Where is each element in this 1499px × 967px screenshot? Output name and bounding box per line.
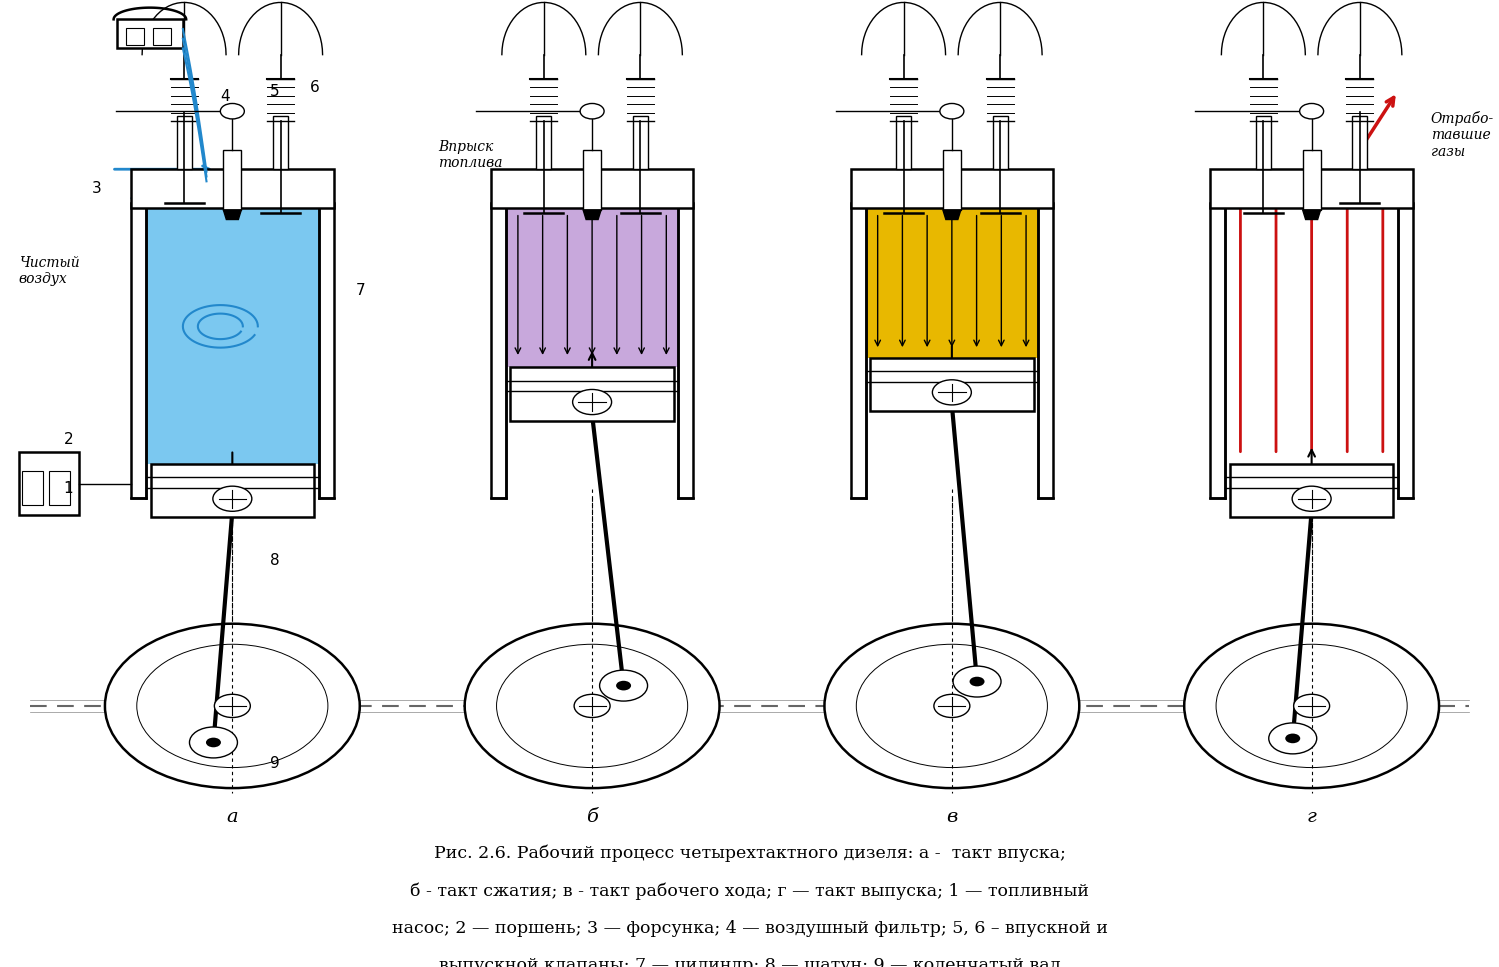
- Circle shape: [214, 694, 250, 718]
- Circle shape: [1294, 694, 1330, 718]
- Bar: [177, 116, 192, 169]
- Bar: [490, 169, 693, 208]
- Text: в: в: [946, 808, 958, 826]
- Bar: [1210, 203, 1225, 498]
- Circle shape: [465, 624, 720, 788]
- Circle shape: [856, 644, 1048, 768]
- Polygon shape: [1303, 210, 1321, 220]
- Polygon shape: [583, 210, 601, 220]
- Bar: [1352, 116, 1367, 169]
- Bar: [19, 452, 78, 514]
- Bar: [1303, 150, 1321, 210]
- Bar: [505, 208, 678, 367]
- Text: 5: 5: [270, 84, 279, 100]
- Circle shape: [1285, 734, 1300, 744]
- Text: Рис. 2.6. Рабочий процесс четырехтактного дизеля: а -  такт впуска;: Рис. 2.6. Рабочий процесс четырехтактног…: [433, 844, 1066, 862]
- Polygon shape: [223, 210, 241, 220]
- Text: 2: 2: [64, 432, 73, 448]
- Circle shape: [105, 624, 360, 788]
- Text: 8: 8: [270, 553, 279, 569]
- Circle shape: [970, 677, 985, 687]
- Bar: [145, 208, 318, 464]
- Bar: [896, 116, 911, 169]
- Bar: [150, 464, 315, 517]
- Bar: [866, 208, 1037, 358]
- Bar: [132, 203, 145, 498]
- Text: г: г: [1307, 808, 1316, 826]
- Text: Чистый
воздух: Чистый воздух: [19, 255, 79, 286]
- Circle shape: [213, 486, 252, 512]
- Circle shape: [600, 670, 648, 701]
- Bar: [117, 19, 183, 48]
- Bar: [1397, 203, 1412, 498]
- Bar: [126, 28, 144, 45]
- Bar: [869, 358, 1034, 411]
- Circle shape: [1268, 723, 1316, 754]
- Text: насос; 2 — поршень; 3 — форсунка; 4 — воздушный фильтр; 5, 6 – впускной и: насос; 2 — поршень; 3 — форсунка; 4 — во…: [391, 920, 1108, 937]
- Bar: [633, 116, 648, 169]
- Bar: [132, 169, 333, 208]
- Circle shape: [574, 694, 610, 718]
- Bar: [510, 367, 675, 421]
- Circle shape: [934, 694, 970, 718]
- Bar: [1037, 203, 1052, 498]
- Bar: [318, 203, 333, 498]
- Text: 1: 1: [64, 481, 73, 496]
- Bar: [851, 203, 866, 498]
- Circle shape: [205, 738, 220, 747]
- Bar: [943, 150, 961, 210]
- Circle shape: [496, 644, 688, 768]
- Text: выпускной клапаны; 7 — цилиндр; 8 — шатун; 9 — коленчатый вал: выпускной клапаны; 7 — цилиндр; 8 — шату…: [439, 956, 1060, 967]
- Text: 9: 9: [270, 756, 280, 772]
- Circle shape: [1184, 624, 1439, 788]
- Circle shape: [220, 103, 244, 119]
- Bar: [273, 116, 288, 169]
- Bar: [851, 169, 1052, 208]
- Circle shape: [189, 727, 237, 758]
- Bar: [992, 116, 1007, 169]
- Circle shape: [580, 103, 604, 119]
- Bar: [223, 150, 241, 210]
- Text: а: а: [226, 808, 238, 826]
- Text: 4: 4: [220, 89, 229, 104]
- Circle shape: [940, 103, 964, 119]
- Circle shape: [932, 380, 971, 405]
- Text: Впрыск
топлива: Впрыск топлива: [438, 140, 504, 170]
- Bar: [1229, 464, 1394, 517]
- Text: б: б: [586, 808, 598, 826]
- Bar: [49, 471, 70, 505]
- Circle shape: [1216, 644, 1408, 768]
- Polygon shape: [943, 210, 961, 220]
- Bar: [678, 203, 693, 498]
- Text: 7: 7: [355, 282, 366, 298]
- Circle shape: [616, 681, 631, 690]
- Bar: [537, 116, 552, 169]
- Circle shape: [953, 666, 1001, 697]
- Circle shape: [824, 624, 1079, 788]
- Circle shape: [1300, 103, 1324, 119]
- Bar: [583, 150, 601, 210]
- Text: Отрабо-
тавшие
газы: Отрабо- тавшие газы: [1430, 111, 1495, 159]
- Circle shape: [1292, 486, 1331, 512]
- Text: б - такт сжатия; в - такт рабочего хода; г — такт выпуска; 1 — топливный: б - такт сжатия; в - такт рабочего хода;…: [411, 883, 1088, 900]
- Text: 3: 3: [91, 181, 102, 196]
- Text: 6: 6: [310, 79, 319, 95]
- Circle shape: [573, 390, 612, 415]
- Bar: [1256, 116, 1271, 169]
- Bar: [153, 28, 171, 45]
- Circle shape: [136, 644, 328, 768]
- Bar: [490, 203, 505, 498]
- Bar: [22, 471, 42, 505]
- Bar: [1210, 169, 1412, 208]
